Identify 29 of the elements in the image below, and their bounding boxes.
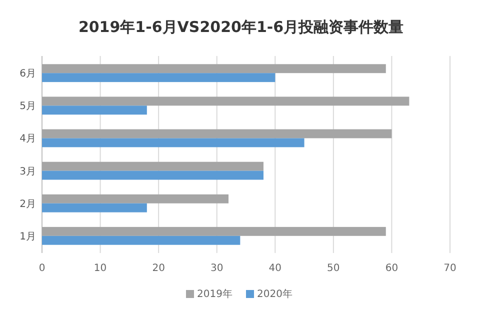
y-tick-label: 6月 — [20, 68, 36, 80]
x-tick-label: 60 — [385, 263, 398, 274]
bar — [42, 73, 276, 82]
legend-label: 2019年 — [197, 288, 232, 300]
x-tick-label: 30 — [210, 263, 224, 274]
y-tick-label: 3月 — [20, 166, 36, 178]
x-tick-label: 0 — [38, 263, 46, 274]
bar — [42, 64, 386, 74]
x-tick-label: 50 — [327, 263, 340, 274]
y-tick-label: 5月 — [20, 101, 36, 112]
bar — [42, 226, 386, 236]
x-tick-label: 20 — [152, 263, 165, 274]
y-tick-label: 2月 — [20, 198, 36, 210]
legend-label: 2020年 — [257, 288, 292, 300]
x-tick-label: 40 — [268, 263, 282, 274]
x-tick-label: 10 — [94, 263, 107, 274]
bar — [42, 236, 240, 245]
bar — [42, 194, 229, 204]
bar — [42, 138, 304, 148]
bar — [42, 203, 147, 212]
y-tick-label: 1月 — [20, 231, 36, 242]
bar — [42, 129, 392, 138]
x-tick-label: 70 — [444, 263, 456, 274]
bar — [42, 96, 410, 106]
y-tick-label: 4月 — [20, 134, 36, 145]
bar — [42, 162, 264, 171]
bar — [42, 170, 264, 180]
bar — [42, 106, 147, 115]
chart-title: 2019年1-6月VS2020年1-6月投融资事件数量 — [78, 18, 404, 36]
